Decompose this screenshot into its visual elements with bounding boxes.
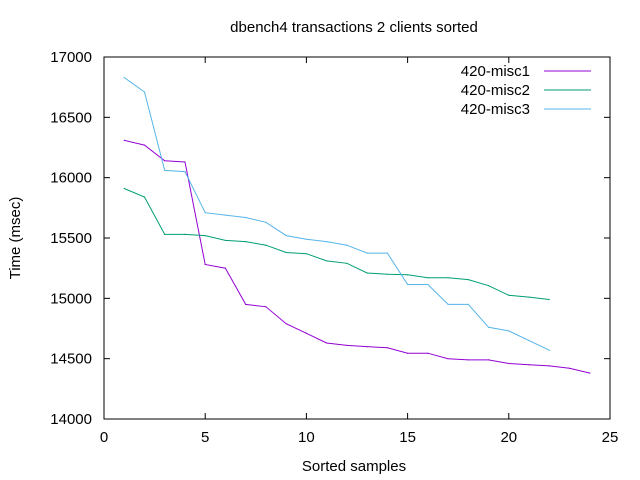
data-point-420-misc2 <box>224 239 227 242</box>
data-point-420-misc1 <box>407 352 409 354</box>
data-point-420-misc1 <box>224 267 227 269</box>
legend-label: 420-misc3 <box>461 101 530 118</box>
data-point-420-misc1 <box>305 332 307 334</box>
data-point-420-misc1 <box>427 352 429 354</box>
data-point-420-misc3 <box>184 171 186 173</box>
data-point-420-misc3 <box>487 326 490 328</box>
data-point-420-misc1 <box>447 358 449 360</box>
data-point-420-misc1 <box>386 347 388 349</box>
y-tick-label: 17000 <box>50 49 92 66</box>
y-axis-ticks: 14000 14500 15000 15500 16000 16500 17000 <box>50 49 610 428</box>
x-tick-label: 20 <box>500 429 517 446</box>
x-tick-label: 10 <box>298 429 315 446</box>
data-point-420-misc2 <box>285 251 287 254</box>
y-axis-label: Time (msec) <box>7 197 24 280</box>
data-point-420-misc1 <box>326 342 328 344</box>
data-point-420-misc2 <box>407 274 409 276</box>
data-point-420-misc1 <box>487 359 490 361</box>
x-axis-ticks: 0 5 10 15 20 25 <box>100 57 619 446</box>
data-point-420-misc1 <box>285 323 287 325</box>
data-point-420-misc3 <box>204 212 206 214</box>
data-point-420-misc2 <box>366 272 368 274</box>
data-point-420-misc2 <box>487 285 490 287</box>
data-point-420-misc2 <box>164 233 166 235</box>
data-point-420-misc1 <box>265 306 267 308</box>
data-point-420-misc2 <box>305 253 307 255</box>
data-point-420-misc3 <box>164 169 166 172</box>
data-point-420-misc3 <box>123 76 125 79</box>
data-point-420-misc2 <box>245 241 247 243</box>
data-point-420-misc2 <box>447 277 449 279</box>
data-point-420-misc3 <box>447 303 449 305</box>
data-point-420-misc1 <box>548 365 550 367</box>
x-tick-label: 0 <box>100 429 108 446</box>
data-point-420-misc2 <box>467 279 469 281</box>
data-point-420-misc3 <box>326 241 328 243</box>
legend: 420-misc1 420-misc2 420-misc3 <box>461 63 591 118</box>
data-point-420-misc2 <box>528 296 530 298</box>
data-point-420-misc2 <box>427 277 429 279</box>
data-point-420-misc3 <box>285 234 287 237</box>
data-point-420-misc2 <box>204 234 206 237</box>
data-point-420-misc1 <box>568 367 571 369</box>
y-tick-label: 14500 <box>50 351 92 368</box>
data-point-420-misc2 <box>265 244 267 246</box>
legend-label: 420-misc2 <box>461 82 530 99</box>
data-point-420-misc3 <box>245 216 247 219</box>
chart-title: dbench4 transactions 2 clients sorted <box>230 19 478 36</box>
data-point-420-misc1 <box>204 263 206 266</box>
data-point-420-misc1 <box>245 303 247 305</box>
data-point-420-misc2 <box>143 196 146 198</box>
data-point-420-misc2 <box>326 260 328 262</box>
x-tick-label: 5 <box>201 429 209 446</box>
data-point-420-misc3 <box>265 221 267 223</box>
data-point-420-misc2 <box>386 273 388 275</box>
data-point-420-misc2 <box>123 187 125 190</box>
y-tick-label: 15500 <box>50 230 92 247</box>
y-tick-label: 16500 <box>50 109 92 126</box>
data-point-420-misc3 <box>427 283 429 286</box>
data-point-420-misc1 <box>123 139 125 141</box>
data-point-420-misc1 <box>366 346 368 348</box>
y-tick-label: 14000 <box>50 411 92 428</box>
data-point-420-misc3 <box>548 349 550 351</box>
data-point-420-misc2 <box>346 262 348 264</box>
data-point-420-misc3 <box>528 339 530 342</box>
data-point-420-misc1 <box>589 372 591 374</box>
data-point-420-misc1 <box>528 364 530 366</box>
data-point-420-misc1 <box>184 161 186 163</box>
data-point-420-misc3 <box>386 252 388 254</box>
data-point-420-misc3 <box>346 244 348 246</box>
x-tick-label: 25 <box>602 429 619 446</box>
legend-label: 420-misc1 <box>461 63 530 80</box>
data-point-420-misc1 <box>143 144 146 146</box>
data-point-420-misc3 <box>508 330 510 332</box>
series-lines <box>123 76 591 374</box>
data-point-420-misc3 <box>366 252 368 254</box>
data-point-420-misc2 <box>184 233 186 235</box>
series-line-420-misc1 <box>124 139 590 374</box>
data-point-420-misc1 <box>467 359 469 361</box>
data-point-420-misc2 <box>548 298 550 301</box>
data-point-420-misc3 <box>407 283 409 286</box>
data-point-420-misc1 <box>508 362 510 365</box>
series-line-420-misc3 <box>123 77 550 351</box>
data-point-420-misc3 <box>143 91 146 93</box>
data-point-420-misc1 <box>346 344 348 346</box>
data-point-420-misc3 <box>224 214 227 216</box>
series-line-420-misc2 <box>124 188 550 300</box>
x-axis-label: Sorted samples <box>302 458 406 475</box>
y-tick-label: 15000 <box>50 290 92 307</box>
data-point-420-misc3 <box>305 238 307 240</box>
data-point-420-misc2 <box>508 294 510 296</box>
x-tick-label: 15 <box>399 429 416 446</box>
data-point-420-misc3 <box>467 303 469 305</box>
y-tick-label: 16000 <box>50 170 92 187</box>
data-point-420-misc1 <box>164 160 166 162</box>
